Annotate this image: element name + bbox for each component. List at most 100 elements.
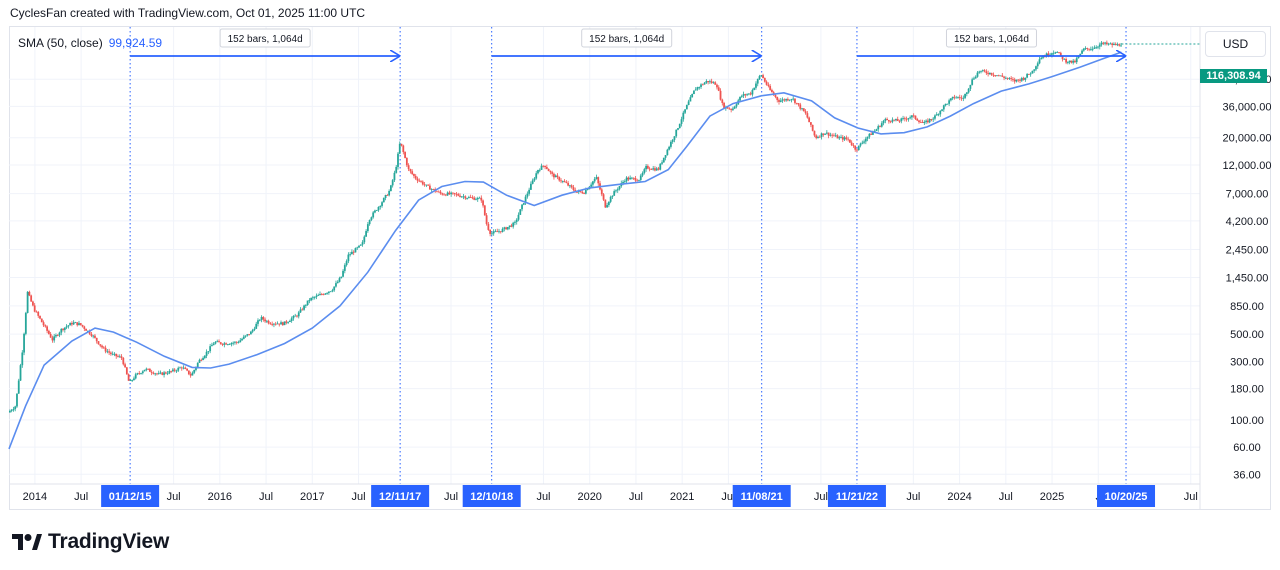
candle-body: [44, 325, 47, 327]
candle-body: [482, 200, 484, 206]
candle-body: [547, 168, 550, 172]
candle-body: [14, 406, 17, 410]
candle-body: [728, 108, 731, 110]
candle-body: [636, 180, 639, 182]
candle-body: [847, 138, 850, 140]
candle-body: [781, 99, 784, 101]
candle-body: [992, 74, 995, 76]
candle-body: [643, 169, 646, 174]
candle-body: [964, 93, 966, 98]
candle-body: [758, 76, 761, 80]
candle-body: [733, 106, 736, 109]
candle-body: [675, 129, 678, 137]
candle-body: [436, 191, 438, 193]
candle-body: [841, 136, 844, 140]
candle-body: [506, 226, 509, 230]
candle-body: [501, 228, 504, 232]
candle-body: [136, 373, 139, 375]
cycle-label-box: [945, 28, 1037, 48]
candle-body: [570, 185, 573, 188]
cycle-label-box: [581, 28, 673, 48]
candle-body: [859, 143, 862, 146]
candle-body: [767, 84, 770, 87]
candle-body: [1027, 74, 1030, 75]
candle-body: [1029, 73, 1032, 75]
candle-body: [21, 352, 24, 366]
candle-body: [248, 334, 251, 335]
candle-body: [115, 353, 118, 357]
candle-body: [595, 177, 598, 179]
candle-body: [92, 335, 95, 337]
candle-body: [264, 319, 266, 322]
candle-body: [939, 110, 942, 115]
candle-body: [554, 175, 557, 178]
candle-body: [212, 343, 215, 346]
candle-body: [666, 149, 669, 156]
candle-body: [159, 372, 162, 374]
candle-body: [528, 189, 531, 194]
candle-body: [1008, 78, 1011, 79]
candle-body: [638, 179, 640, 181]
candle-body: [590, 184, 593, 187]
candle-body: [1079, 53, 1082, 56]
candle-body: [487, 223, 490, 230]
currency-button[interactable]: USD: [1205, 31, 1266, 57]
candle-body: [834, 135, 837, 137]
candle-body: [716, 84, 718, 88]
candle-body: [1012, 79, 1014, 80]
candle-body: [62, 328, 64, 330]
candle-body: [921, 122, 924, 124]
candle-body: [864, 138, 867, 142]
candle-body: [875, 129, 878, 131]
candle-body: [444, 194, 447, 196]
candle-body: [365, 231, 367, 237]
candle-body: [696, 87, 699, 90]
candle-body: [315, 295, 318, 298]
candle-body: [631, 177, 633, 179]
candle-body: [987, 73, 990, 75]
candle-body: [930, 119, 933, 120]
candle-body: [730, 108, 733, 110]
candle-body: [198, 359, 201, 363]
candle-body: [639, 175, 642, 180]
candle-body: [815, 135, 818, 138]
candle-body: [1056, 52, 1059, 53]
y-tick-label: 850.00: [1230, 301, 1264, 313]
y-tick-label: 60.00: [1233, 442, 1261, 454]
candle-body: [221, 343, 224, 345]
candle-body: [28, 291, 31, 296]
candle-body: [19, 365, 22, 381]
candle-body: [480, 197, 483, 201]
candle-body: [870, 133, 873, 135]
candle-body: [163, 372, 165, 375]
x-tick-label: 2021: [670, 491, 694, 503]
candle-body: [514, 221, 516, 223]
x-tick-label: Jul: [167, 491, 181, 503]
candle-body: [510, 225, 513, 227]
candle-body: [483, 205, 486, 216]
candle-body: [379, 205, 382, 207]
candle-body: [565, 182, 568, 183]
indicator-legend[interactable]: SMA (50, close) 99,924.59: [18, 36, 162, 50]
candle-body: [914, 115, 917, 119]
candle-body: [652, 168, 655, 170]
candle-body: [366, 224, 369, 232]
candle-body: [981, 70, 984, 72]
candle-body: [765, 81, 768, 85]
x-tick-label: 2017: [300, 491, 324, 503]
candle-body: [808, 117, 811, 123]
tradingview-logo[interactable]: TradingView: [12, 530, 169, 554]
candle-body: [49, 333, 52, 338]
candle-body: [1095, 47, 1098, 49]
candle-body: [609, 196, 612, 202]
candle-body: [225, 343, 227, 345]
candle-body: [854, 145, 857, 150]
candle-body: [494, 231, 497, 233]
candle-body: [563, 181, 566, 183]
candle-body: [460, 196, 463, 198]
candle-body: [437, 191, 440, 193]
candle-body: [143, 369, 146, 372]
candle-body: [533, 178, 536, 181]
x-tick-label: Jul: [906, 491, 920, 503]
